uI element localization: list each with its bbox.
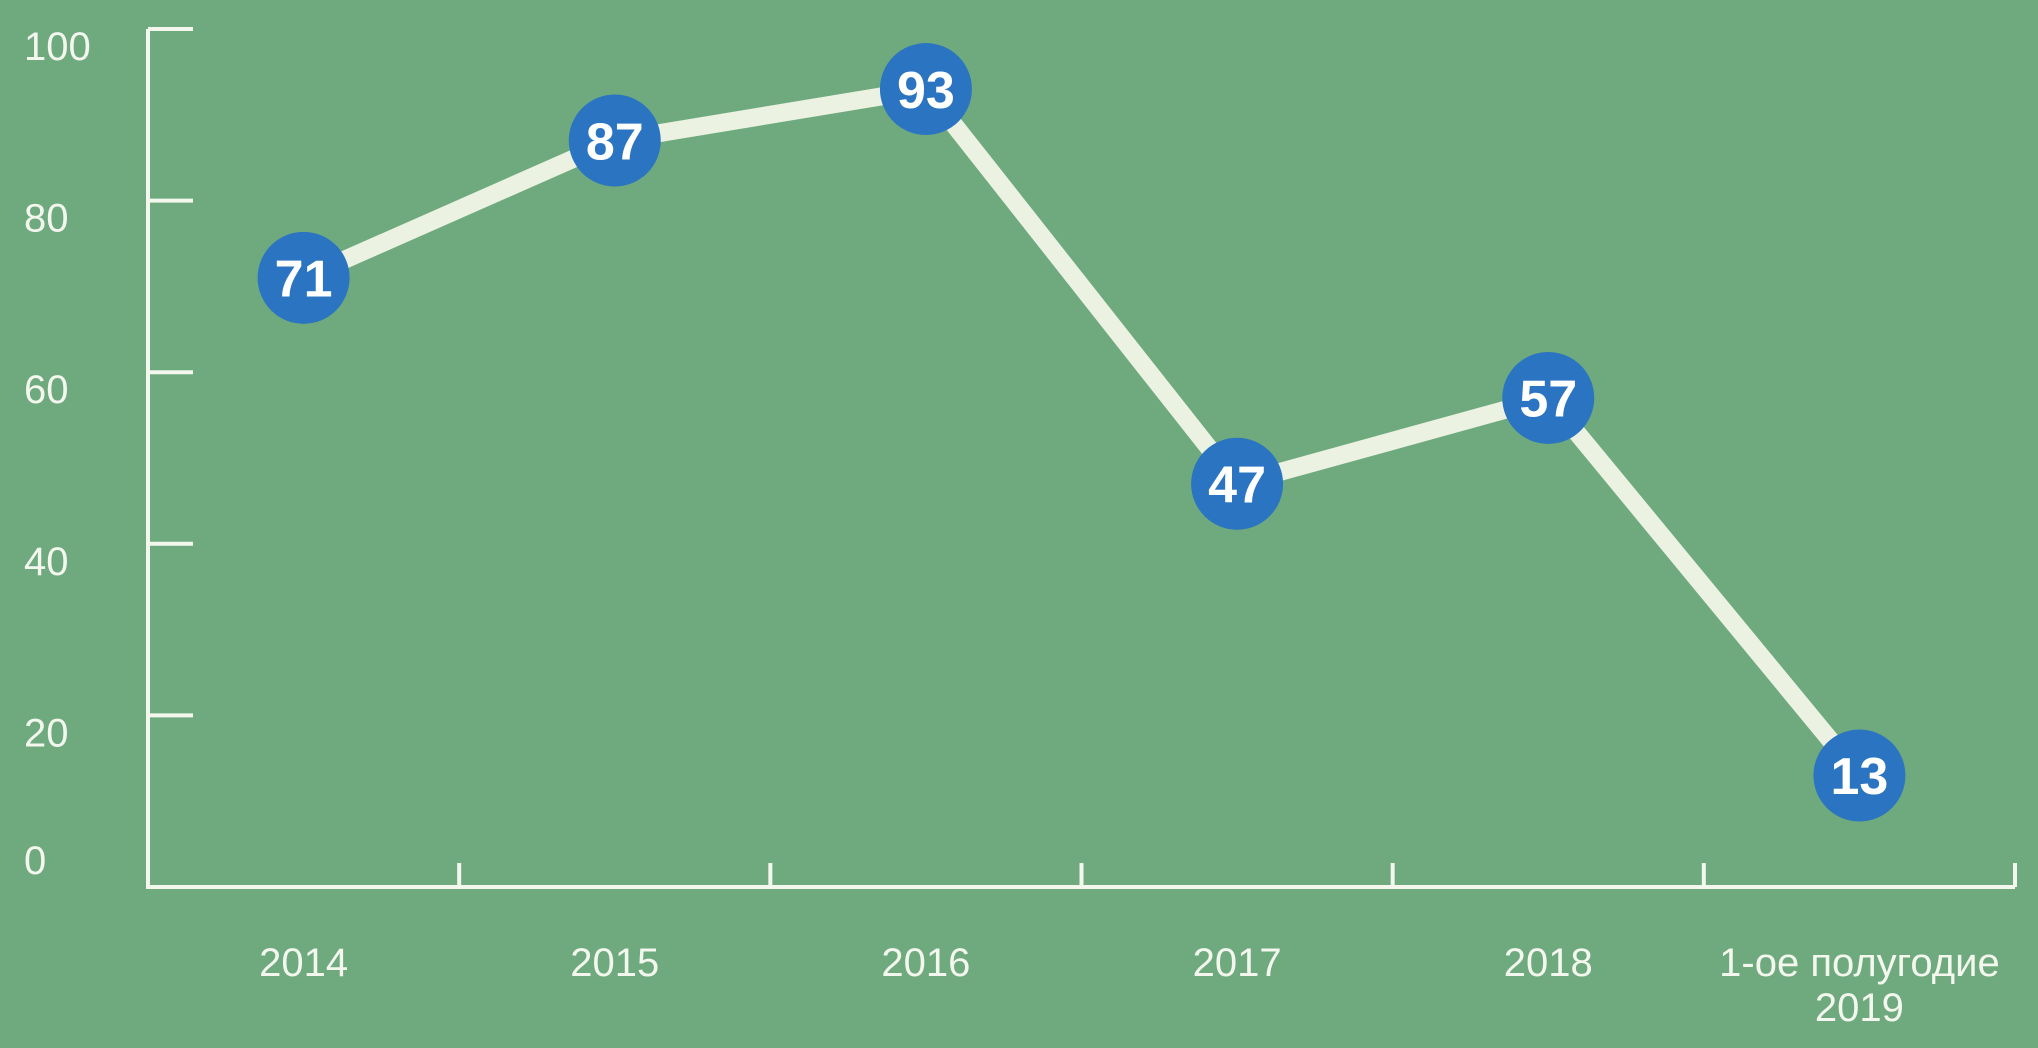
axis-labels-group: 0 20 40 60 80 100 2014 2015 2016 2017 2018 1-ое пол…: [24, 25, 2000, 1030]
data-point-value-label: 87: [586, 113, 644, 171]
y-tick-label: 20: [24, 711, 69, 755]
x-tick-label: 2019: [1815, 986, 1904, 1030]
data-point-marker: [568, 94, 661, 187]
data-point-marker: [1502, 351, 1595, 444]
data-point-value-label: 71: [275, 251, 333, 309]
data-point-marker: [1191, 437, 1284, 530]
y-tick-label: 0: [24, 839, 46, 883]
data-point-marker: [257, 231, 350, 324]
y-tick-label: 60: [24, 368, 69, 412]
data-point-marker: [879, 43, 972, 136]
y-tick-label: 100: [24, 25, 91, 69]
x-tick-label: 2014: [259, 941, 348, 985]
data-point-value-label: 93: [897, 62, 955, 120]
data-points-group: 71 87 93 47 57 13: [257, 43, 1906, 822]
y-tick-label: 40: [24, 540, 69, 584]
x-tick-label: 1-ое полугодие: [1719, 941, 2000, 985]
axes-group: [146, 29, 2015, 889]
x-tick-label: 2015: [570, 941, 659, 985]
data-point-value-label: 47: [1208, 456, 1266, 514]
data-point-marker: [1813, 729, 1906, 822]
series-line: [294, 80, 1869, 785]
x-tick-label: 2016: [881, 941, 970, 985]
data-point-value-label: 57: [1519, 371, 1577, 429]
x-tick-label: 2017: [1193, 941, 1282, 985]
ticks-group: [148, 27, 2017, 887]
series-group: [294, 80, 1869, 785]
x-tick-label: 2018: [1504, 941, 1593, 985]
y-tick-label: 80: [24, 197, 69, 241]
data-point-value-label: 13: [1830, 748, 1888, 806]
